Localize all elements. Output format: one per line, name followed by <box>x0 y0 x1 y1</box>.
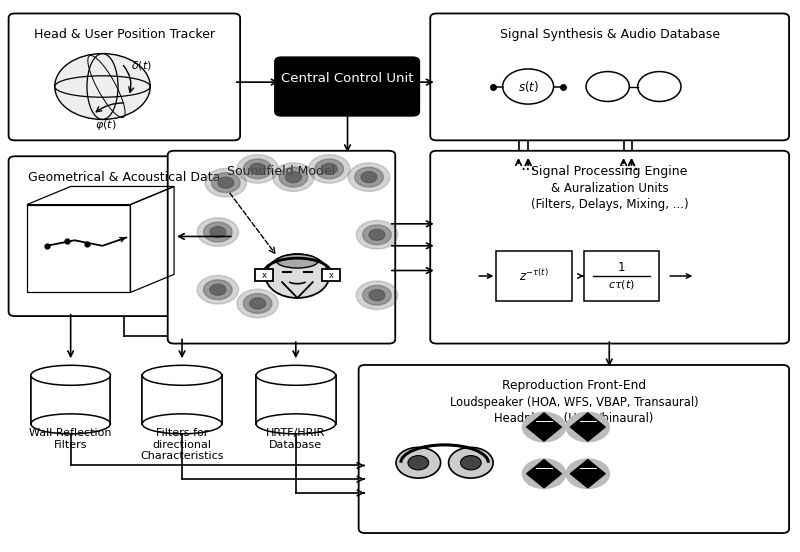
Ellipse shape <box>31 365 110 385</box>
Ellipse shape <box>31 414 110 434</box>
Circle shape <box>522 412 566 442</box>
Text: $1$: $1$ <box>618 261 626 274</box>
Circle shape <box>449 447 493 478</box>
Circle shape <box>197 275 238 304</box>
Text: Wall Reflection
Filters: Wall Reflection Filters <box>30 428 112 450</box>
Polygon shape <box>570 459 606 488</box>
Text: $z^{-\tau(t)}$: $z^{-\tau(t)}$ <box>519 268 549 284</box>
Circle shape <box>273 163 314 192</box>
Text: & Auralization Units: & Auralization Units <box>551 182 669 194</box>
Circle shape <box>203 222 232 242</box>
Circle shape <box>354 167 383 187</box>
Circle shape <box>396 447 441 478</box>
Circle shape <box>315 159 343 179</box>
Circle shape <box>211 173 240 193</box>
Ellipse shape <box>256 414 335 434</box>
FancyBboxPatch shape <box>358 365 789 533</box>
Ellipse shape <box>277 254 318 268</box>
Text: Geometrical & Acoustical Data: Geometrical & Acoustical Data <box>28 171 221 184</box>
Circle shape <box>356 221 398 249</box>
Circle shape <box>237 155 278 183</box>
Circle shape <box>362 285 391 305</box>
Text: x: x <box>328 271 334 280</box>
FancyBboxPatch shape <box>322 269 339 282</box>
Polygon shape <box>526 459 562 488</box>
Circle shape <box>203 280 232 300</box>
FancyBboxPatch shape <box>9 156 240 316</box>
Circle shape <box>566 412 610 442</box>
Circle shape <box>408 455 429 470</box>
Ellipse shape <box>142 365 222 385</box>
Text: $\delta(t)$: $\delta(t)$ <box>131 59 152 72</box>
Circle shape <box>197 218 238 246</box>
Circle shape <box>250 163 266 174</box>
Text: ...: ... <box>520 156 536 174</box>
Circle shape <box>522 458 566 489</box>
Circle shape <box>54 54 150 119</box>
FancyBboxPatch shape <box>255 269 273 282</box>
Polygon shape <box>526 413 562 441</box>
Circle shape <box>361 172 377 183</box>
Text: Soundfield Model: Soundfield Model <box>227 165 336 178</box>
Circle shape <box>461 455 481 470</box>
Circle shape <box>237 289 278 318</box>
Circle shape <box>309 155 350 183</box>
FancyBboxPatch shape <box>9 13 240 140</box>
FancyBboxPatch shape <box>496 251 572 301</box>
Circle shape <box>243 294 272 314</box>
Circle shape <box>348 163 390 192</box>
Bar <box>142 375 222 424</box>
Text: (Filters, Delays, Mixing, ...): (Filters, Delays, Mixing, ...) <box>531 198 689 211</box>
Circle shape <box>266 254 330 298</box>
Text: Loudspeaker (HOA, WFS, VBAP, Transaural): Loudspeaker (HOA, WFS, VBAP, Transaural) <box>450 396 698 408</box>
Bar <box>256 375 335 424</box>
Text: $\varphi(t)$: $\varphi(t)$ <box>95 118 117 132</box>
Circle shape <box>286 172 302 183</box>
Text: Central Control Unit: Central Control Unit <box>281 72 414 84</box>
FancyBboxPatch shape <box>430 13 789 140</box>
Text: Signal Synthesis & Audio Database: Signal Synthesis & Audio Database <box>500 28 720 41</box>
FancyBboxPatch shape <box>275 57 419 115</box>
Text: $c\tau(t)$: $c\tau(t)$ <box>608 278 635 291</box>
Circle shape <box>322 163 337 174</box>
Circle shape <box>210 226 226 237</box>
Ellipse shape <box>142 414 222 434</box>
FancyBboxPatch shape <box>430 151 789 343</box>
Circle shape <box>250 298 266 309</box>
Text: Reproduction Front-End: Reproduction Front-End <box>502 379 646 392</box>
Circle shape <box>502 69 554 104</box>
Circle shape <box>638 72 681 102</box>
Polygon shape <box>282 282 314 298</box>
Text: $s(t)$: $s(t)$ <box>518 79 538 94</box>
Circle shape <box>243 159 272 179</box>
Text: Filters for
directional
Characteristics: Filters for directional Characteristics <box>140 428 224 461</box>
Circle shape <box>369 290 385 301</box>
Bar <box>31 375 110 424</box>
Circle shape <box>369 229 385 240</box>
Text: Headphone (HRTF/binaural): Headphone (HRTF/binaural) <box>494 412 654 425</box>
Circle shape <box>356 281 398 310</box>
Circle shape <box>279 167 308 187</box>
FancyBboxPatch shape <box>584 251 659 301</box>
Text: x: x <box>262 271 266 280</box>
Ellipse shape <box>256 365 335 385</box>
Circle shape <box>566 458 610 489</box>
Text: Head & User Position Tracker: Head & User Position Tracker <box>34 28 215 41</box>
Text: ...: ... <box>624 156 639 174</box>
Circle shape <box>362 225 391 245</box>
Circle shape <box>218 177 234 188</box>
Circle shape <box>210 284 226 295</box>
Text: Signal Processing Engine: Signal Processing Engine <box>531 165 688 178</box>
Circle shape <box>586 72 630 102</box>
FancyBboxPatch shape <box>168 151 395 343</box>
Circle shape <box>205 168 246 197</box>
Text: HRTF/HRIR
Database: HRTF/HRIR Database <box>266 428 326 450</box>
Polygon shape <box>570 413 606 441</box>
